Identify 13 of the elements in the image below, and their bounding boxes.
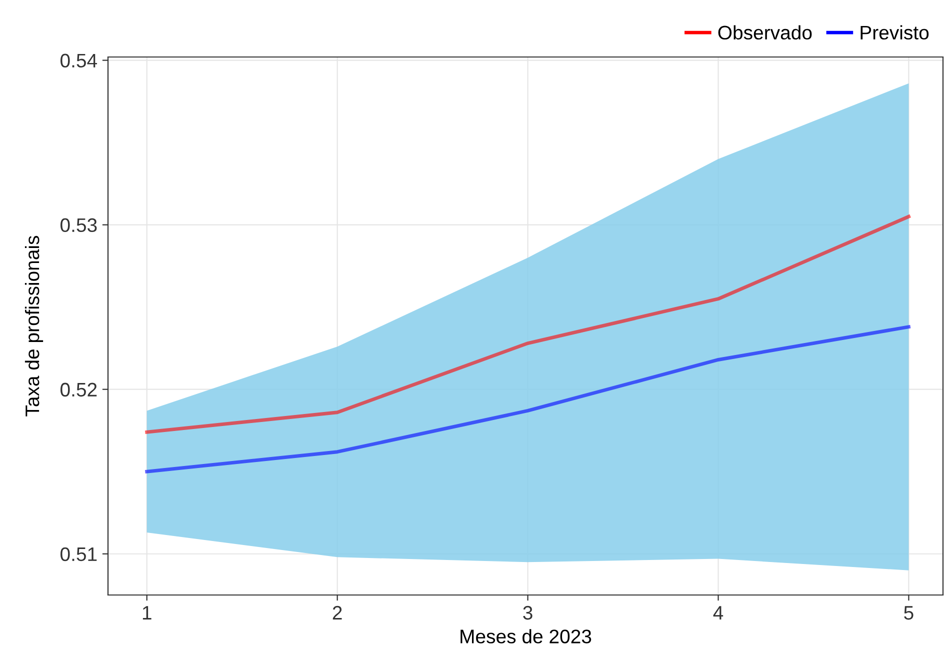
legend-label: Previsto [860, 25, 929, 40]
x-tick-label: 3 [523, 606, 532, 620]
legend-label: Observado [718, 25, 812, 40]
y-tick-label: 0.52 [60, 382, 97, 397]
y-tick-label: 0.51 [60, 547, 97, 562]
x-axis-title: Meses de 2023 [460, 629, 592, 644]
y-tick-label: 0.53 [60, 218, 97, 232]
y-tick-label: 0.54 [60, 54, 98, 68]
x-tick-label: 5 [904, 606, 914, 620]
y-axis-title: Taxa de profissionais [24, 236, 44, 416]
x-tick-label: 2 [332, 606, 342, 620]
x-tick-label: 1 [142, 606, 152, 620]
x-tick-label: 4 [713, 606, 724, 620]
